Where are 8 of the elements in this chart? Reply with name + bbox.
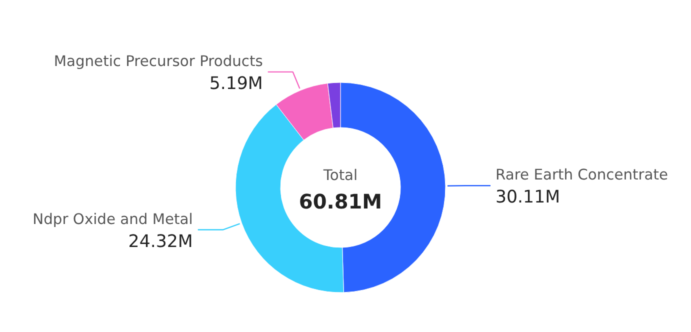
slice-label: Magnetic Precursor Products <box>54 52 263 70</box>
slice-label: Ndpr Oxide and Metal <box>32 210 193 228</box>
data-label: 30.11M <box>495 188 560 208</box>
slice-label: Rare Earth Concentrate <box>495 166 668 184</box>
data-label: 5.19M <box>209 74 263 94</box>
text: 60.81M <box>298 190 382 214</box>
text: Total <box>322 167 358 184</box>
data-label: 24.32M <box>128 232 193 252</box>
